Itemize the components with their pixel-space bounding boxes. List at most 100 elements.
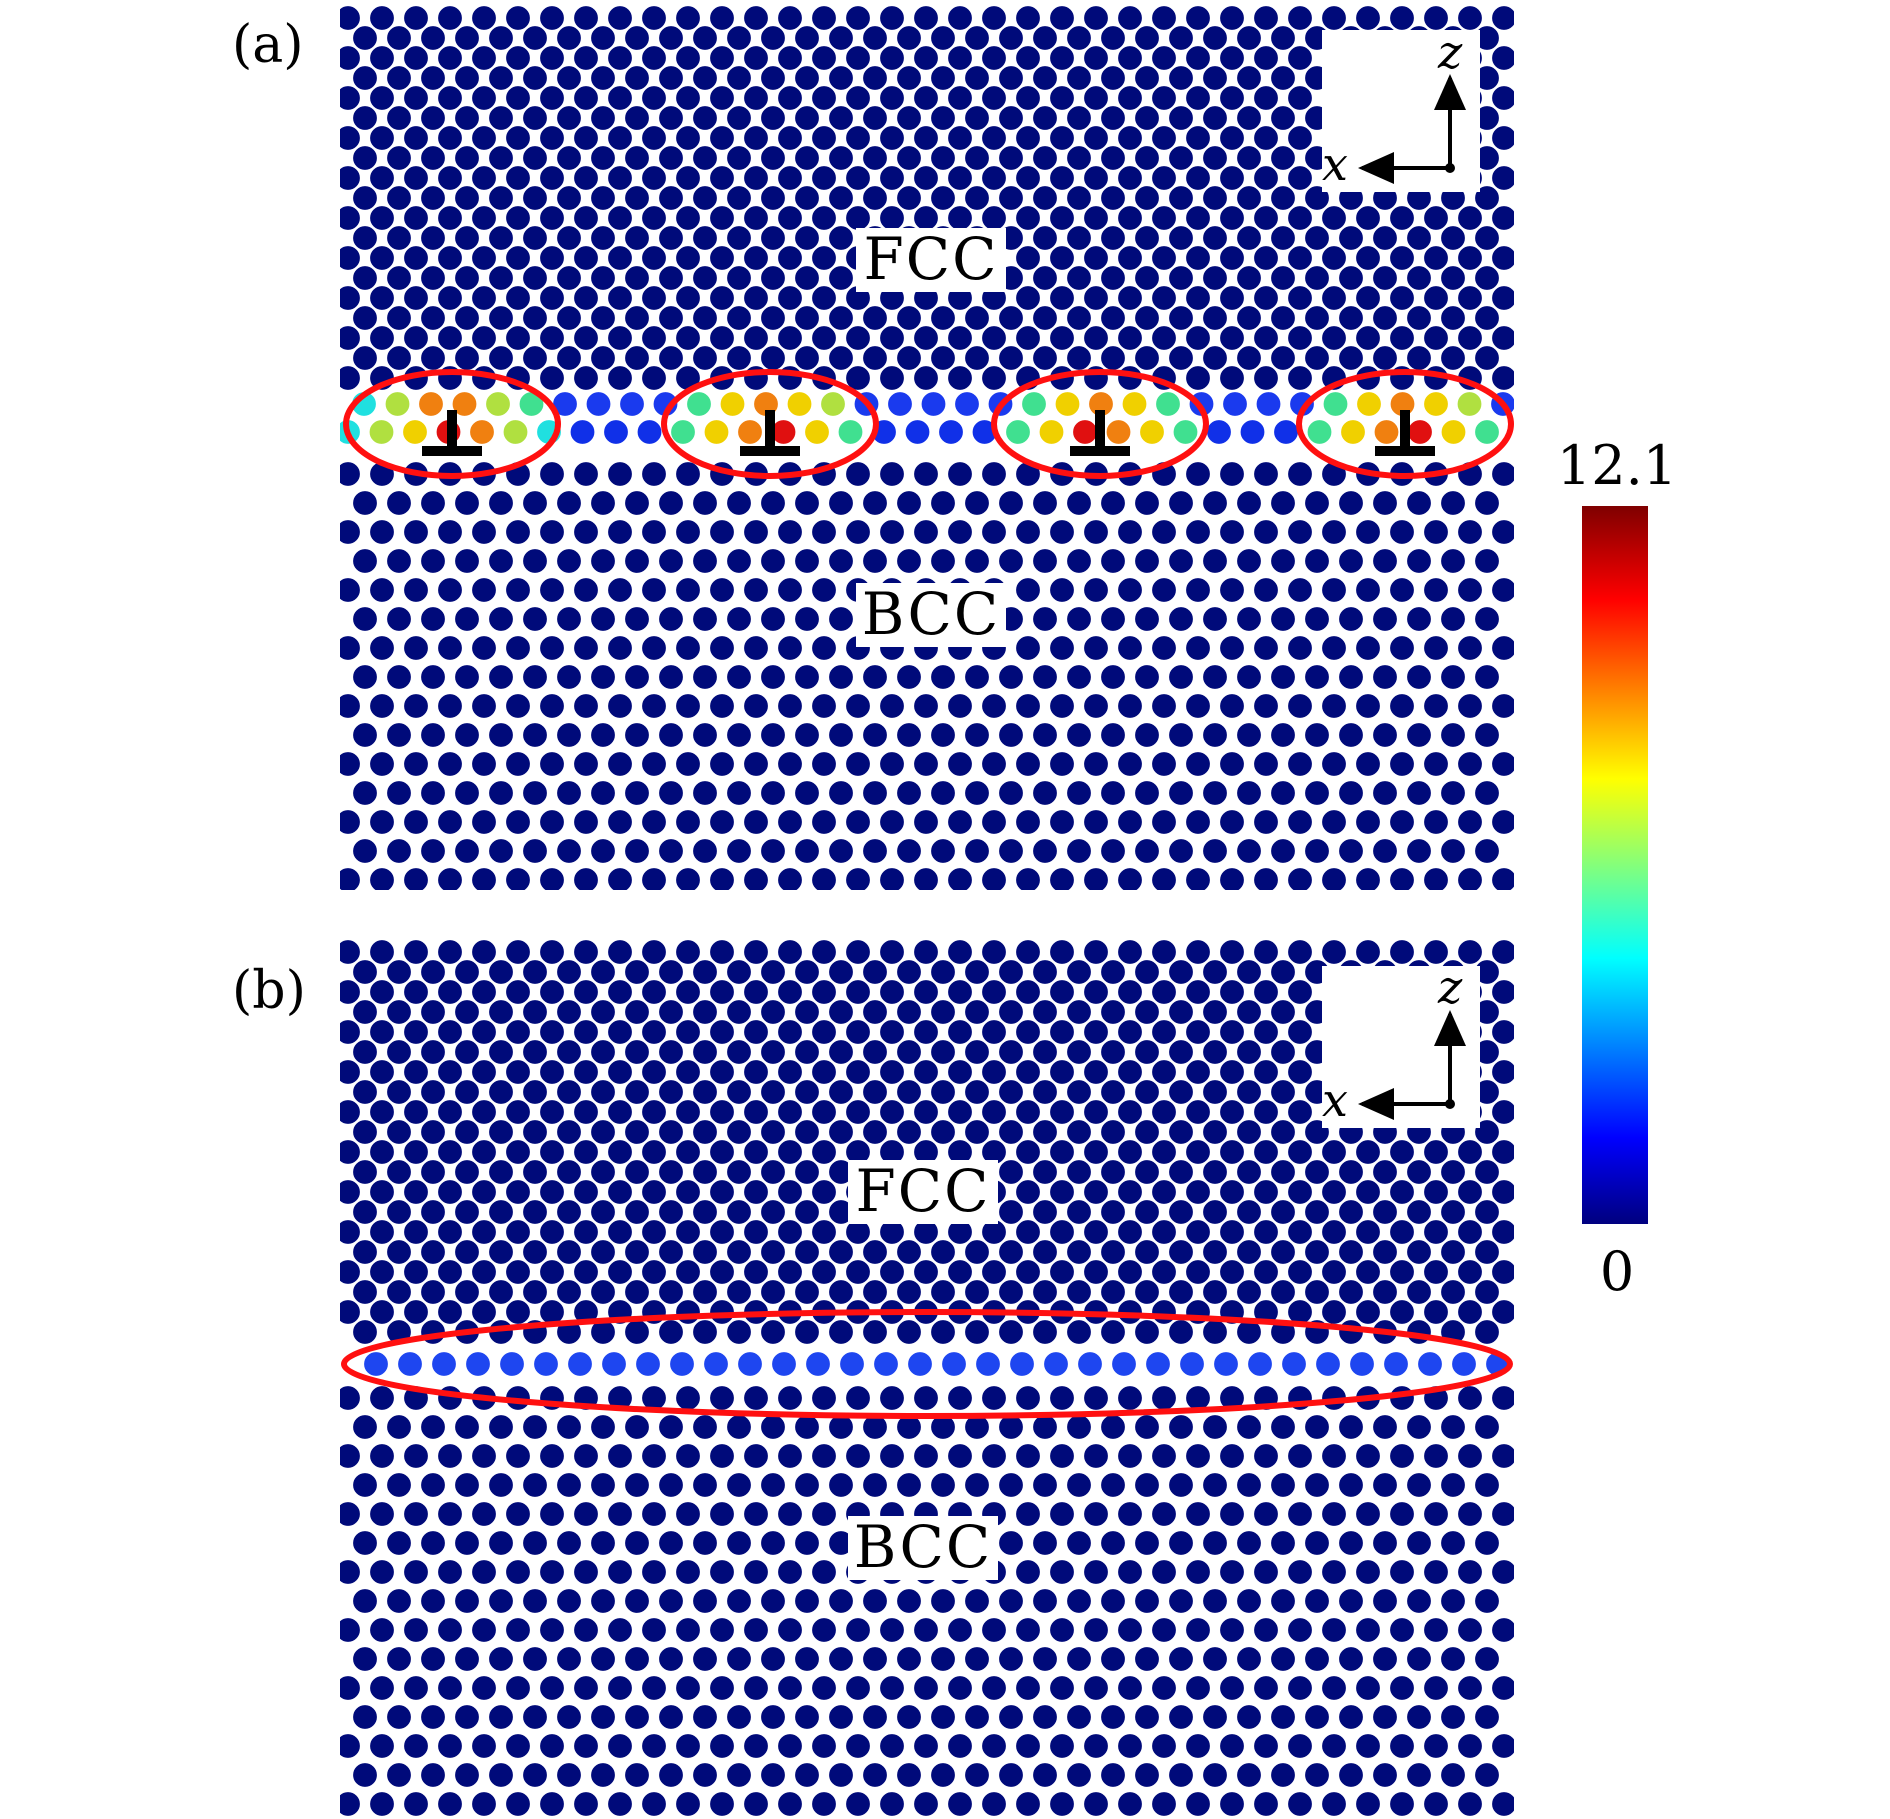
- atom: [1405, 1587, 1433, 1615]
- atom: [1337, 837, 1365, 865]
- atom: [827, 837, 855, 865]
- atom: [340, 692, 362, 720]
- atom: [1048, 1384, 1076, 1412]
- atom: [1014, 576, 1042, 604]
- atom: [1354, 1218, 1382, 1246]
- atom: [997, 344, 1025, 372]
- atom: [453, 184, 481, 212]
- atom: [1286, 1138, 1314, 1166]
- atom: [640, 1138, 668, 1166]
- atom: [1167, 1413, 1195, 1441]
- atom: [1286, 1058, 1314, 1086]
- atom: [1218, 1098, 1246, 1126]
- atom: [742, 692, 770, 720]
- atom: [640, 938, 668, 966]
- atom: [895, 1645, 923, 1673]
- atom: [929, 1038, 957, 1066]
- atom: [487, 1471, 515, 1499]
- atom: [1422, 938, 1450, 966]
- atom: [1065, 1078, 1093, 1106]
- atom: [793, 1158, 821, 1186]
- atom: [1048, 5, 1076, 32]
- atom: [1167, 1158, 1195, 1186]
- atom: [980, 1790, 1008, 1818]
- atom: [351, 605, 379, 633]
- atom: [1337, 489, 1365, 517]
- atom: [1218, 518, 1246, 546]
- atom: [963, 998, 991, 1026]
- atom: [742, 1384, 770, 1412]
- atom: [708, 84, 736, 112]
- atom: [1167, 837, 1195, 865]
- atom: [351, 24, 379, 52]
- atom: [1031, 1587, 1059, 1615]
- atom: [572, 364, 600, 392]
- atom: [742, 1442, 770, 1470]
- atom: [1269, 184, 1297, 212]
- atom: [402, 1098, 430, 1126]
- atom: [340, 1558, 362, 1586]
- atom: [657, 663, 685, 691]
- atom: [1031, 1413, 1059, 1441]
- atom: [1405, 1198, 1433, 1226]
- atom: [912, 1018, 940, 1046]
- atom: [1167, 1587, 1195, 1615]
- atom: [623, 1198, 651, 1226]
- atom: [368, 1138, 396, 1166]
- atom: [742, 808, 770, 836]
- atom: [1099, 1471, 1127, 1499]
- atom: [1388, 1790, 1416, 1818]
- atom: [1212, 1350, 1240, 1378]
- atom: [1371, 663, 1399, 691]
- atom: [1014, 1674, 1042, 1702]
- atom: [657, 1038, 685, 1066]
- atom: [436, 1442, 464, 1470]
- atom: [351, 1158, 379, 1186]
- atom: [1082, 1558, 1110, 1586]
- atom: [521, 1158, 549, 1186]
- atom: [1337, 1198, 1365, 1226]
- atom: [759, 184, 787, 212]
- atom: [1490, 204, 1514, 232]
- atom: [997, 1471, 1025, 1499]
- atom: [1048, 576, 1076, 604]
- atom: [606, 634, 634, 662]
- atom: [589, 304, 617, 332]
- atom: [402, 1732, 430, 1760]
- atom: [878, 324, 906, 352]
- atom: [351, 721, 379, 749]
- atom: [1303, 1198, 1331, 1226]
- atom: [1439, 605, 1467, 633]
- atom: [1320, 1616, 1348, 1644]
- atom: [1218, 1790, 1246, 1818]
- atom: [1138, 418, 1166, 446]
- atom: [640, 576, 668, 604]
- atom: [759, 1158, 787, 1186]
- atom: [674, 5, 702, 32]
- atom: [1218, 1442, 1246, 1470]
- atom: [1201, 64, 1229, 92]
- atom: [793, 1118, 821, 1146]
- atom: [1422, 808, 1450, 836]
- atom: [589, 1703, 617, 1731]
- atom: [674, 460, 702, 488]
- atom: [606, 692, 634, 720]
- atom: [555, 1158, 583, 1186]
- atom: [1031, 264, 1059, 292]
- atom: [793, 547, 821, 575]
- atom: [861, 1038, 889, 1066]
- atom: [1065, 1761, 1093, 1789]
- atom: [776, 1732, 804, 1760]
- atom: [1065, 1529, 1093, 1557]
- atom: [895, 1038, 923, 1066]
- atom: [776, 84, 804, 112]
- atom: [1235, 144, 1263, 172]
- atom: [572, 518, 600, 546]
- atom: [1252, 1178, 1280, 1206]
- atom: [793, 1278, 821, 1306]
- atom: [470, 1298, 498, 1326]
- atom: [1490, 1558, 1514, 1586]
- atom: [674, 1058, 702, 1086]
- phase-label-fcc-a: FCC: [856, 225, 1006, 293]
- atom: [1252, 244, 1280, 272]
